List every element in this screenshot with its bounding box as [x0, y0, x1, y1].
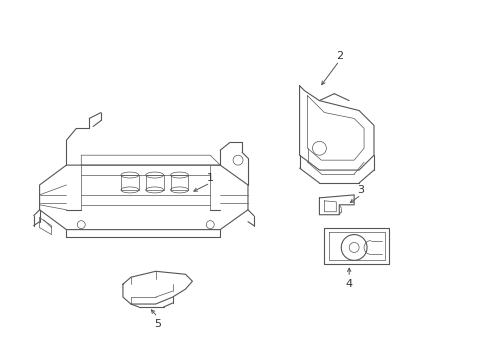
Text: 5: 5	[154, 319, 161, 329]
Text: 2: 2	[335, 51, 342, 61]
Text: 4: 4	[345, 279, 352, 289]
Text: 1: 1	[206, 173, 213, 183]
Text: 3: 3	[357, 185, 364, 195]
